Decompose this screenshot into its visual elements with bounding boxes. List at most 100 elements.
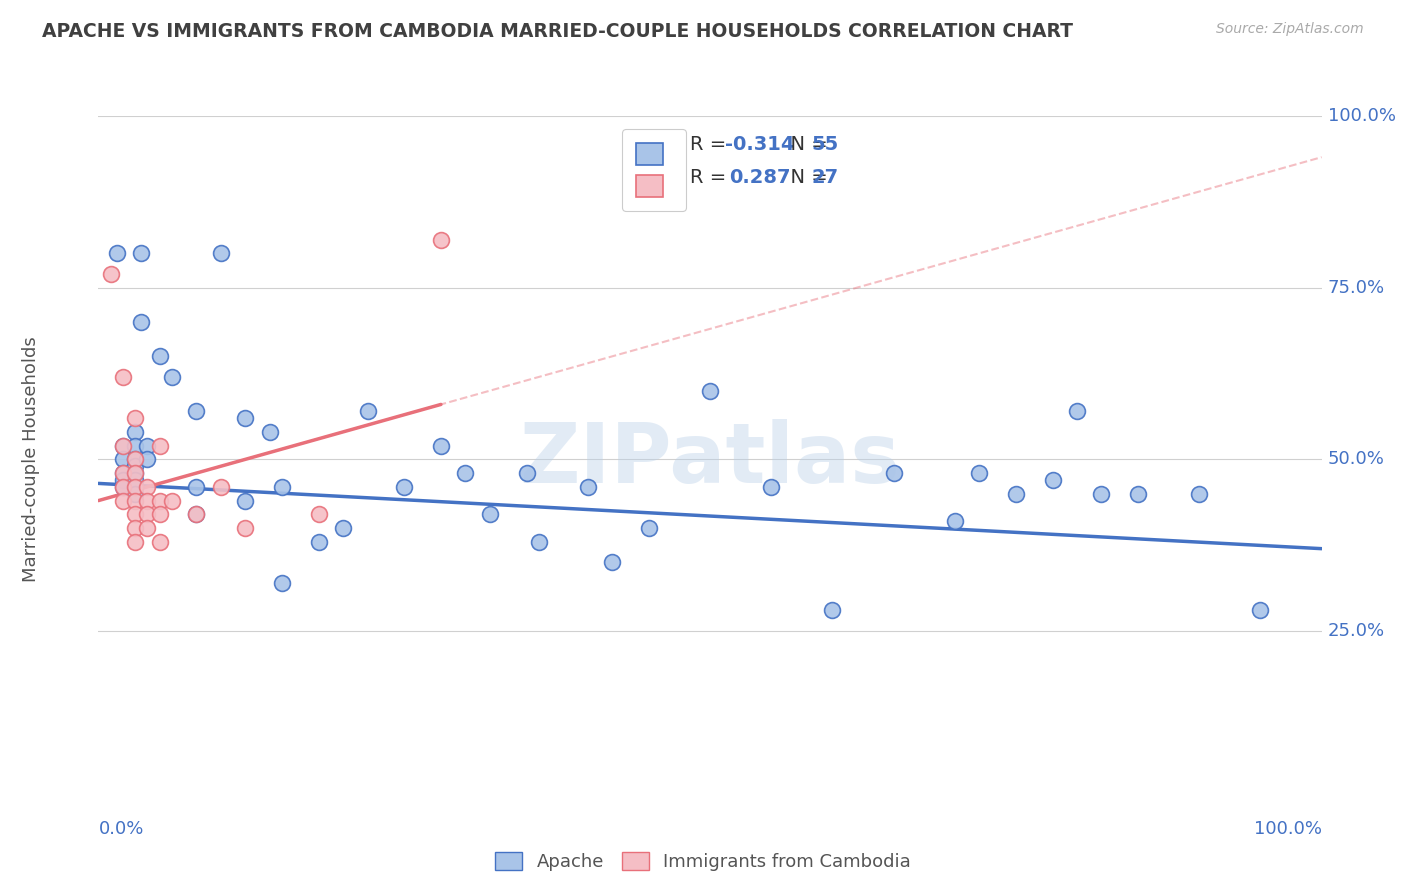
- Point: [270, 576, 294, 591]
- Point: [129, 315, 152, 329]
- Point: [105, 246, 128, 260]
- Point: [332, 521, 354, 535]
- Point: [967, 466, 990, 480]
- Text: 55: 55: [811, 136, 839, 154]
- Text: N =: N =: [778, 136, 834, 154]
- Point: [124, 439, 146, 453]
- Point: [527, 534, 550, 549]
- Point: [124, 521, 146, 535]
- Point: [124, 425, 146, 439]
- Point: [124, 480, 146, 494]
- Text: -0.314: -0.314: [724, 136, 794, 154]
- Point: [124, 452, 146, 467]
- Legend: Apache, Immigrants from Cambodia: Apache, Immigrants from Cambodia: [488, 845, 918, 879]
- Point: [356, 404, 378, 418]
- Point: [149, 350, 172, 364]
- Text: 75.0%: 75.0%: [1327, 278, 1385, 297]
- Point: [136, 493, 159, 508]
- Point: [124, 459, 146, 474]
- Point: [124, 452, 146, 467]
- Text: 25.0%: 25.0%: [1327, 622, 1385, 640]
- Point: [149, 493, 172, 508]
- Point: [111, 466, 134, 480]
- Point: [111, 439, 134, 453]
- Point: [392, 480, 416, 494]
- Point: [136, 508, 159, 522]
- Point: [1066, 404, 1088, 418]
- Point: [111, 493, 134, 508]
- Text: R =: R =: [689, 169, 738, 187]
- Point: [1128, 487, 1150, 501]
- Text: 0.287: 0.287: [728, 169, 790, 187]
- Point: [111, 439, 134, 453]
- Point: [1188, 487, 1211, 501]
- Point: [124, 493, 146, 508]
- Point: [430, 233, 453, 247]
- Point: [160, 493, 183, 508]
- Point: [600, 555, 623, 570]
- Point: [186, 404, 208, 418]
- Text: 100.0%: 100.0%: [1327, 107, 1396, 125]
- Point: [637, 521, 661, 535]
- Point: [149, 508, 172, 522]
- Point: [111, 480, 134, 494]
- Text: 0.0%: 0.0%: [98, 820, 143, 838]
- Point: [821, 603, 844, 617]
- Point: [124, 487, 146, 501]
- Point: [430, 439, 453, 453]
- Point: [699, 384, 721, 398]
- Point: [136, 480, 159, 494]
- Point: [124, 466, 146, 480]
- Text: ZIPatlas: ZIPatlas: [520, 419, 900, 500]
- Point: [516, 466, 538, 480]
- Point: [111, 480, 134, 494]
- Point: [186, 508, 208, 522]
- Point: [111, 452, 134, 467]
- Point: [308, 534, 330, 549]
- Point: [576, 480, 599, 494]
- Point: [1250, 603, 1272, 617]
- Point: [136, 452, 159, 467]
- Point: [124, 534, 146, 549]
- Point: [1042, 473, 1064, 487]
- Point: [259, 425, 281, 439]
- Point: [111, 473, 134, 487]
- Point: [233, 493, 256, 508]
- Point: [186, 508, 208, 522]
- Point: [943, 514, 966, 528]
- Text: APACHE VS IMMIGRANTS FROM CAMBODIA MARRIED-COUPLE HOUSEHOLDS CORRELATION CHART: APACHE VS IMMIGRANTS FROM CAMBODIA MARRI…: [42, 22, 1073, 41]
- Point: [160, 370, 183, 384]
- Point: [478, 508, 501, 522]
- Point: [233, 521, 256, 535]
- Point: [209, 480, 232, 494]
- Point: [270, 480, 294, 494]
- Point: [124, 411, 146, 425]
- Point: [761, 480, 783, 494]
- Point: [1004, 487, 1026, 501]
- Point: [149, 439, 172, 453]
- Text: N =: N =: [778, 169, 834, 187]
- Point: [129, 246, 152, 260]
- Point: [111, 370, 134, 384]
- Point: [149, 534, 172, 549]
- Text: 100.0%: 100.0%: [1254, 820, 1322, 838]
- Point: [124, 480, 146, 494]
- Point: [186, 480, 208, 494]
- Text: 50.0%: 50.0%: [1327, 450, 1385, 468]
- Point: [209, 246, 232, 260]
- Point: [100, 267, 122, 281]
- Point: [308, 508, 330, 522]
- Text: Married-couple Households: Married-couple Households: [22, 336, 41, 582]
- Point: [1090, 487, 1112, 501]
- Text: 27: 27: [811, 169, 839, 187]
- Point: [233, 411, 256, 425]
- Point: [136, 439, 159, 453]
- Legend: , : ,: [621, 129, 686, 211]
- Point: [883, 466, 905, 480]
- Point: [454, 466, 477, 480]
- Point: [136, 521, 159, 535]
- Text: R =: R =: [689, 136, 733, 154]
- Point: [124, 473, 146, 487]
- Text: Source: ZipAtlas.com: Source: ZipAtlas.com: [1216, 22, 1364, 37]
- Point: [111, 466, 134, 480]
